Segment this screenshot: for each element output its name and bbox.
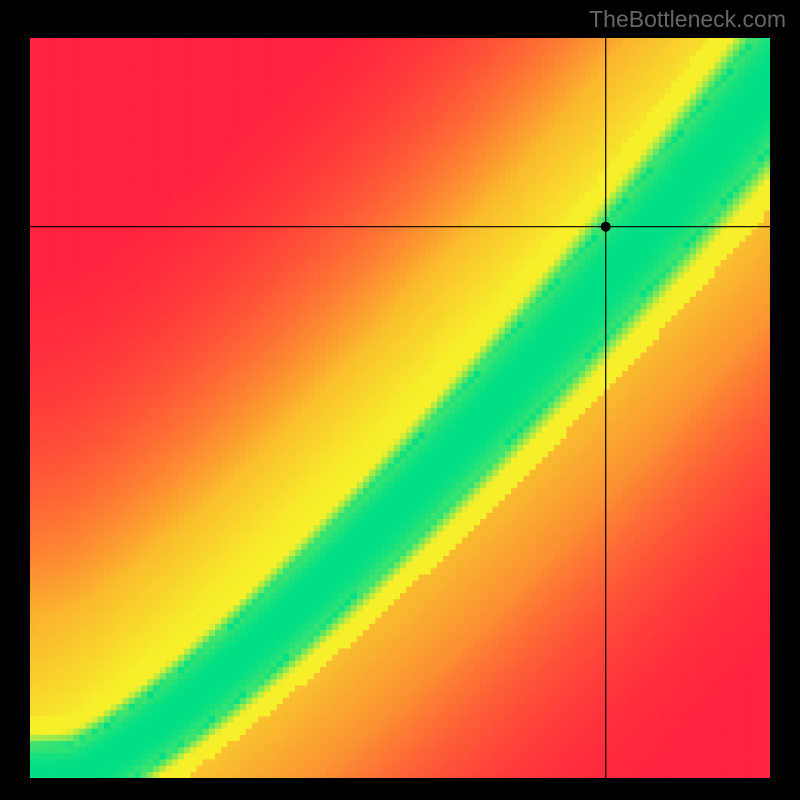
- chart-container: TheBottleneck.com: [0, 0, 800, 800]
- watermark-text: TheBottleneck.com: [589, 6, 786, 33]
- bottleneck-heatmap: [30, 38, 770, 778]
